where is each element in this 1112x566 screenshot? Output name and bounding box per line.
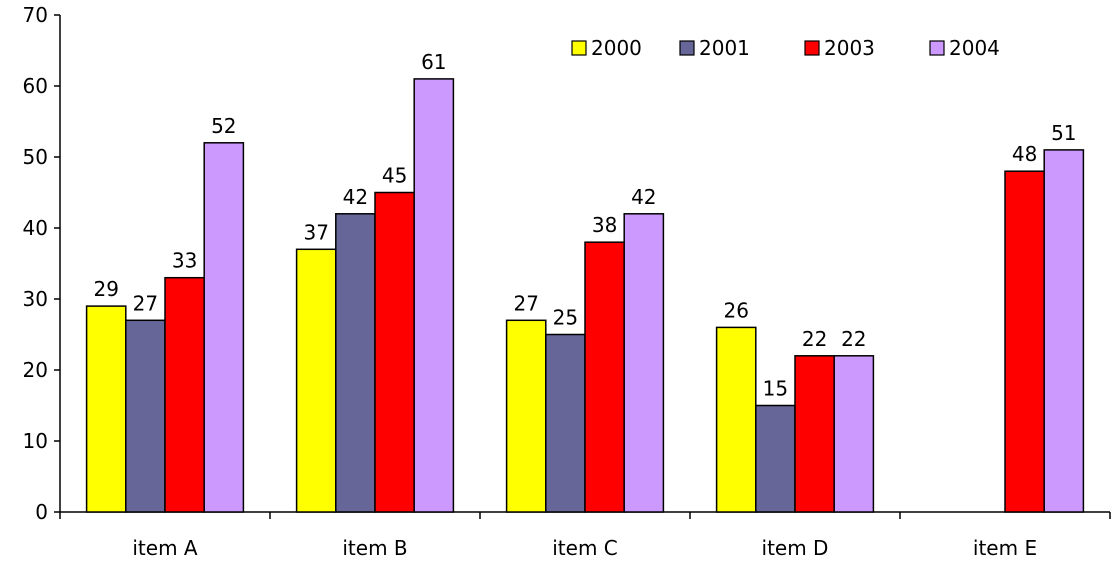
legend-label-2004: 2004 xyxy=(949,36,1000,60)
x-tick-label: item E xyxy=(973,536,1037,560)
x-tick-label: item B xyxy=(342,536,407,560)
data-label: 45 xyxy=(382,164,407,188)
data-label: 38 xyxy=(592,213,617,237)
data-label: 42 xyxy=(343,185,368,209)
bar-item-e-2003 xyxy=(1004,170,1045,513)
bar-series-group xyxy=(85,78,1085,513)
y-axis: 0 10 20 30 40 50 60 70 xyxy=(23,3,61,524)
legend-swatch-2000 xyxy=(571,40,587,56)
bar-item-c-2004 xyxy=(623,213,665,513)
data-label: 27 xyxy=(133,291,158,315)
data-label: 48 xyxy=(1012,142,1037,166)
legend: 2000 2001 2003 2004 xyxy=(571,36,1000,60)
x-tick-label: item A xyxy=(132,536,198,560)
bar-item-c-2001 xyxy=(545,333,586,513)
bar-item-d-2001 xyxy=(755,404,796,513)
bar-item-a-2003 xyxy=(164,276,205,513)
bar-item-a-2001 xyxy=(125,319,166,513)
bar-item-b-2003 xyxy=(374,191,415,513)
data-label: 37 xyxy=(303,220,328,244)
data-label: 42 xyxy=(631,185,656,209)
legend-swatch-2003 xyxy=(804,40,820,56)
data-label: 29 xyxy=(93,277,118,301)
data-label: 15 xyxy=(763,377,788,401)
bar-item-a-2004 xyxy=(203,142,245,513)
legend-swatch-2001 xyxy=(679,40,695,56)
bar-item-d-2004 xyxy=(833,355,875,513)
y-tick-label: 60 xyxy=(23,74,48,98)
bar-item-e-2004 xyxy=(1043,149,1085,513)
data-label: 51 xyxy=(1051,121,1076,145)
data-labels: 29 27 33 52 37 42 45 61 27 25 38 42 26 15 22 22 48 51 xyxy=(93,50,1076,401)
data-label: 22 xyxy=(841,327,866,351)
data-label: 22 xyxy=(802,327,827,351)
bar-item-d-2000 xyxy=(715,326,757,513)
y-tick-label: 20 xyxy=(23,358,48,382)
x-tick-label: item D xyxy=(762,536,829,560)
bar-item-b-2001 xyxy=(335,213,376,513)
data-label: 26 xyxy=(723,298,748,322)
bar-item-c-2000 xyxy=(505,319,547,513)
y-tick-label: 40 xyxy=(23,216,48,240)
data-label: 33 xyxy=(172,249,197,273)
data-label: 25 xyxy=(553,306,578,330)
bar-item-d-2003 xyxy=(794,355,835,513)
legend-swatch-2004 xyxy=(929,40,945,56)
y-tick-label: 30 xyxy=(23,287,48,311)
x-tick-label: item C xyxy=(552,536,618,560)
y-tick-label: 0 xyxy=(35,500,48,524)
x-axis: item A item B item C item D item E xyxy=(59,511,1111,560)
bar-item-b-2000 xyxy=(295,248,337,513)
legend-label-2003: 2003 xyxy=(824,36,875,60)
bar-item-b-2004 xyxy=(413,78,455,513)
data-label: 61 xyxy=(421,50,446,74)
y-tick-label: 50 xyxy=(23,145,48,169)
y-tick-label: 10 xyxy=(23,429,48,453)
legend-label-2000: 2000 xyxy=(591,36,642,60)
bar-item-a-2000 xyxy=(85,305,127,513)
data-label: 27 xyxy=(513,291,538,315)
y-tick-label: 70 xyxy=(23,3,48,27)
bar-item-c-2003 xyxy=(584,241,625,513)
legend-label-2001: 2001 xyxy=(699,36,750,60)
data-label: 52 xyxy=(211,114,236,138)
